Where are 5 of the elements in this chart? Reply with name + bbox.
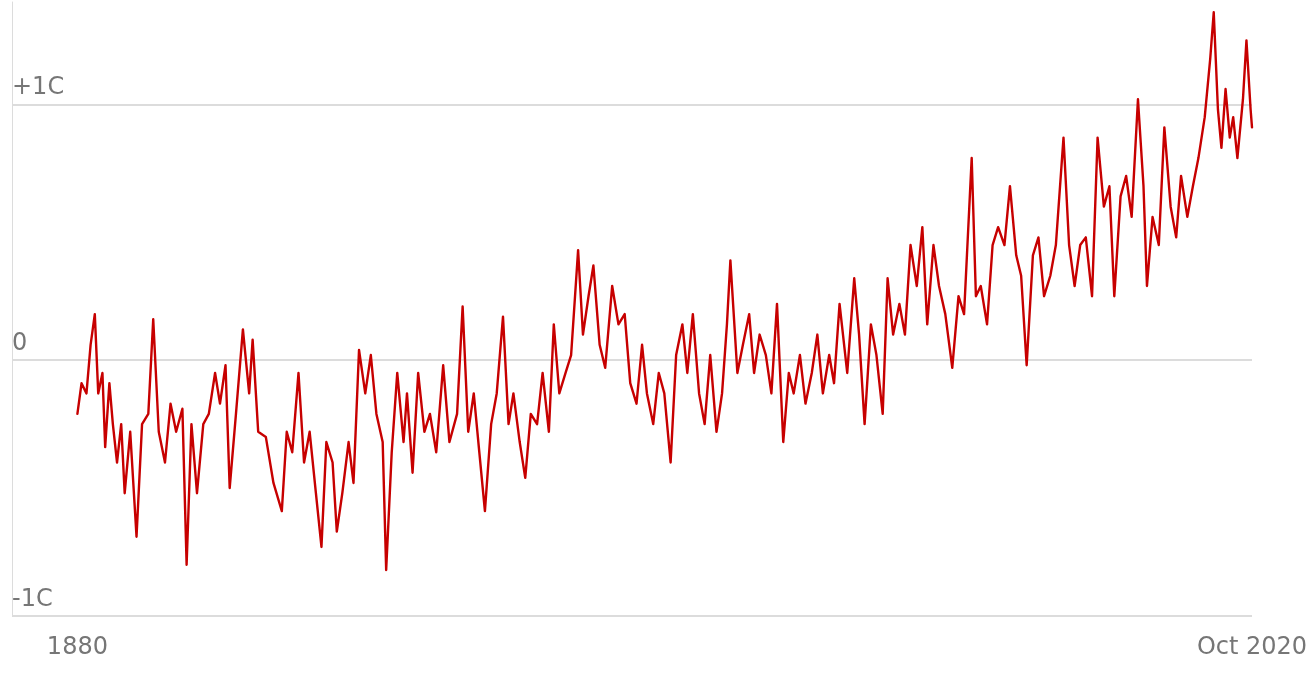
- y-tick-label: -1C: [12, 584, 53, 612]
- y-tick-label: 0: [12, 328, 28, 357]
- x-tick-label: 1880: [46, 632, 108, 660]
- x-tick-label: Oct 2020: [1196, 632, 1308, 660]
- y-tick-label: +1C: [12, 72, 65, 101]
